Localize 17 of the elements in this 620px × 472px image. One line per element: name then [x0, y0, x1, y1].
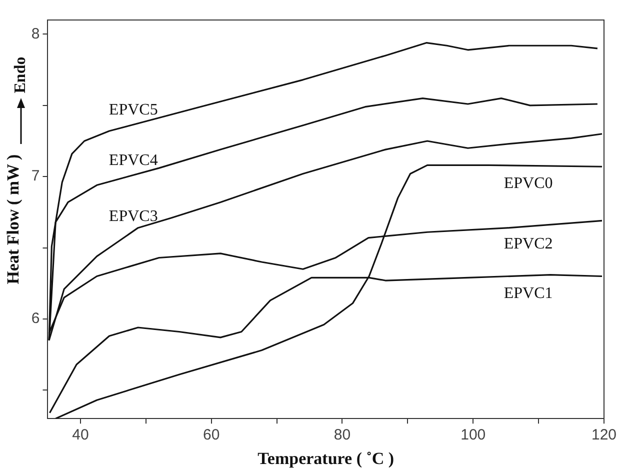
series-label: EPVC4 — [108, 152, 158, 170]
series-label: EPVC5 — [108, 102, 158, 119]
y-axis-title: Heat Flow ( mW ) — [4, 154, 23, 284]
x-tick-label: 40 — [72, 426, 89, 444]
series-label: EPVC3 — [108, 208, 158, 225]
x-tick-label: 100 — [460, 426, 486, 444]
series-label: EPVC1 — [504, 284, 553, 302]
y-tick-label: 8 — [31, 25, 40, 42]
text: Endo — [12, 56, 30, 94]
y-tick-label: 6 — [31, 310, 40, 328]
x-tick-label: 120 — [591, 426, 617, 444]
y-tick-label: 7 — [31, 168, 40, 185]
x-tick-label: 80 — [334, 426, 351, 444]
x-tick-label: 60 — [203, 426, 220, 444]
x-axis-title: Temperature ( ˚C ) — [258, 449, 394, 468]
series-label: EPVC2 — [504, 236, 553, 253]
series-label: EPVC0 — [504, 174, 553, 192]
